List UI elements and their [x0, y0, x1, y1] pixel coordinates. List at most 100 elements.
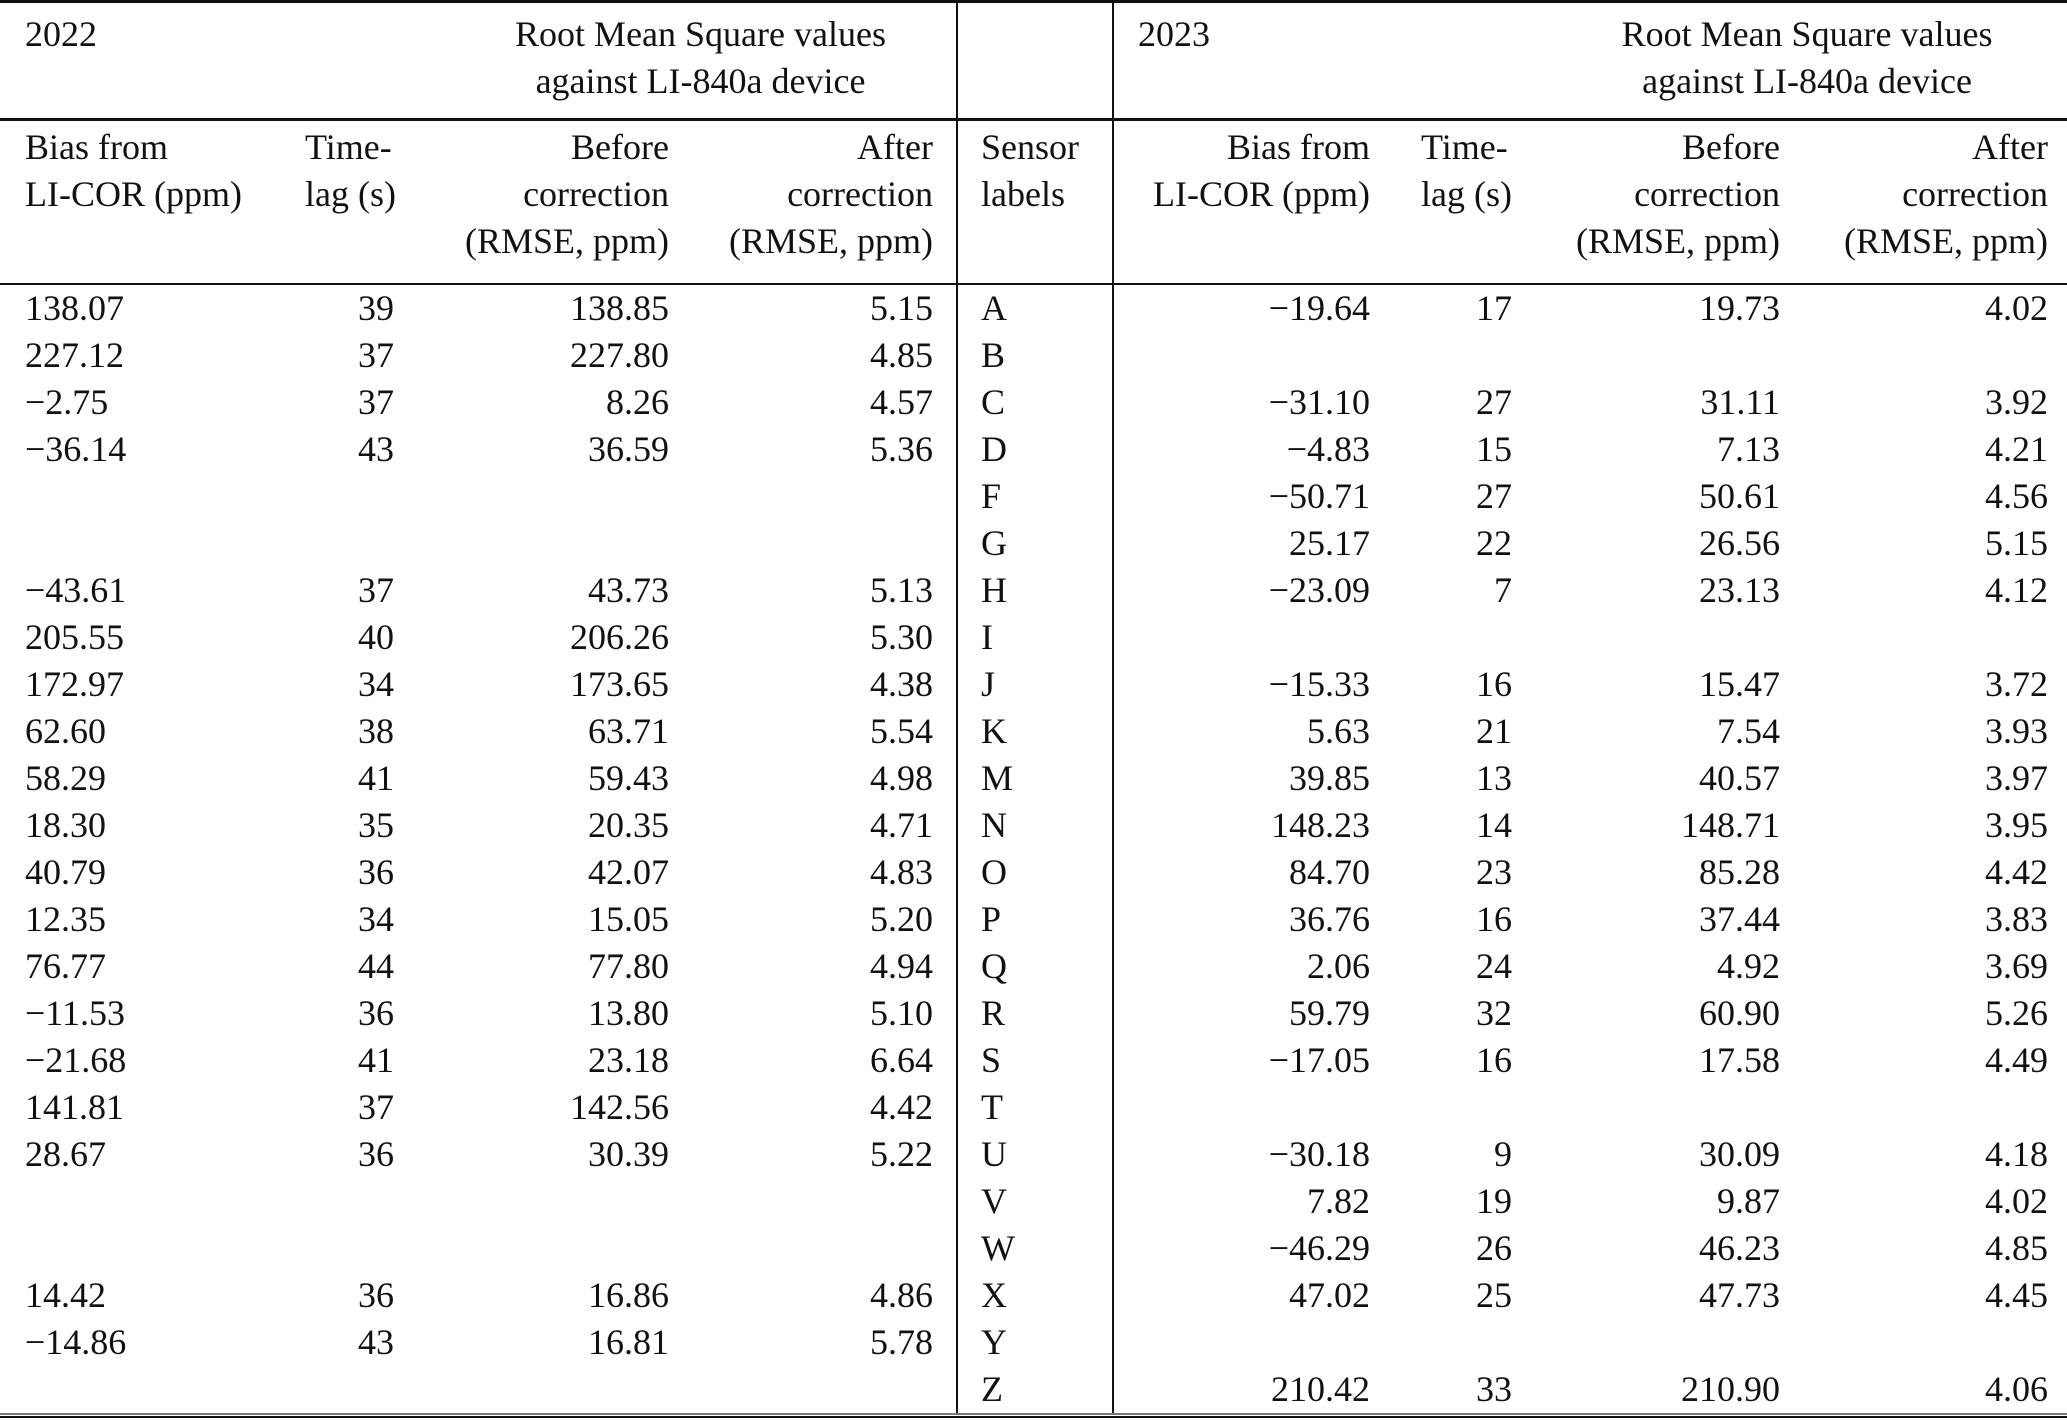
value-cell: 17 — [1476, 288, 1512, 328]
value-cell: −19.64 — [1268, 288, 1370, 328]
sensor-label-cell: R — [957, 990, 1114, 1037]
value-cell — [1547, 1084, 1792, 1131]
value-cell: 40.79 — [25, 852, 106, 892]
value-cell — [305, 520, 445, 567]
hdr-line: Bias from — [25, 126, 168, 167]
sensor-label-cell: I — [957, 614, 1114, 661]
col-header-before-left: Before correction (RMSE, ppm) — [445, 121, 680, 283]
value-cell: 62.60 — [25, 711, 106, 751]
value-cell: −30.18 — [1268, 1134, 1370, 1174]
value-cell: 36.76 — [1289, 899, 1370, 939]
value-cell: 4.02 — [1985, 288, 2048, 328]
sensor-label-cell: B — [957, 332, 1114, 379]
value-cell: 14.42 — [25, 1275, 106, 1315]
rms-title-line2: against LI-840a device — [1642, 61, 1972, 101]
value-cell: −31.10 — [1268, 382, 1370, 422]
value-cell: 43 — [358, 429, 394, 469]
value-cell: 58.29 — [25, 758, 106, 798]
sensor-label-cell: A — [957, 285, 1114, 332]
value-cell: −23.09 — [1268, 570, 1370, 610]
hdr-line: LI-COR (ppm) — [1153, 173, 1370, 214]
value-cell: 37 — [358, 382, 394, 422]
data-rows: 138.07 39 138.85 5.15 A −19.64 17 19.73 4.02 227.… — [0, 285, 2067, 1413]
value-cell: 4.92 — [1717, 946, 1780, 986]
value-cell: 44 — [358, 946, 394, 986]
data-table: 138.07 39 138.85 5.15 A −19.64 17 19.73 4.02 227.… — [0, 285, 2067, 1413]
value-cell: 4.42 — [680, 1084, 958, 1131]
value-cell: 3.83 — [1985, 899, 2048, 939]
value-cell — [1792, 1319, 2067, 1366]
value-cell: 227.80 — [570, 335, 669, 375]
value-cell: 26.56 — [1699, 523, 1780, 563]
value-cell: 41 — [358, 758, 394, 798]
table-row: 58.29 41 59.43 4.98 M 39.85 13 40.57 3.97 — [0, 755, 2067, 802]
value-cell: 23.18 — [588, 1040, 669, 1080]
value-cell: 47.02 — [1289, 1275, 1370, 1315]
table-row: 227.12 37 227.80 4.85 B — [0, 332, 2067, 379]
value-cell — [305, 1225, 445, 1272]
value-cell: 24 — [1476, 946, 1512, 986]
value-cell: 4.21 — [1985, 429, 2048, 469]
value-cell: 4.94 — [680, 943, 958, 990]
value-cell: 27 — [1476, 476, 1512, 516]
sensor-label-cell: Y — [957, 1319, 1114, 1366]
value-cell: 3.93 — [1985, 711, 2048, 751]
col-header-before-right: Before correction (RMSE, ppm) — [1547, 121, 1792, 283]
value-cell: 227.12 — [25, 335, 124, 375]
sensor-label-cell: O — [957, 849, 1114, 896]
bottom-rule-gap — [0, 1414, 2067, 1416]
sensor-label-cell: G — [957, 520, 1114, 567]
value-cell: 33 — [1476, 1369, 1512, 1409]
value-cell: 26 — [1476, 1228, 1512, 1268]
value-cell: 36 — [358, 993, 394, 1033]
table-row: 76.77 44 77.80 4.94 Q 2.06 24 4.92 3.69 — [0, 943, 2067, 990]
value-cell — [1113, 614, 1382, 661]
value-cell: 5.63 — [1307, 711, 1370, 751]
spacer-cell — [1382, 3, 1547, 118]
value-cell: 41 — [358, 1040, 394, 1080]
value-cell: 3.95 — [1985, 805, 2048, 845]
value-cell: −46.29 — [1268, 1228, 1370, 1268]
value-cell: 46.23 — [1699, 1228, 1780, 1268]
value-cell: 21 — [1476, 711, 1512, 751]
hdr-line: (RMSE, ppm) — [1575, 220, 1780, 261]
value-cell: 210.90 — [1681, 1369, 1780, 1409]
value-cell: 5.54 — [680, 708, 958, 755]
value-cell: −21.68 — [25, 1040, 127, 1080]
table-row: F −50.71 27 50.61 4.56 — [0, 473, 2067, 520]
value-cell: 5.13 — [680, 567, 958, 614]
value-cell: 76.77 — [25, 946, 106, 986]
value-cell — [445, 1366, 680, 1413]
value-cell: 4.45 — [1985, 1275, 2048, 1315]
value-cell: 15 — [1476, 429, 1512, 469]
hdr-line: correction — [787, 173, 933, 214]
value-cell — [680, 473, 958, 520]
top-rule — [0, 0, 2067, 3]
sensor-label-cell: Z — [957, 1366, 1114, 1413]
value-cell: 27 — [1476, 382, 1512, 422]
value-cell: 4.85 — [680, 332, 958, 379]
value-cell — [1792, 1084, 2067, 1131]
value-cell: 7 — [1494, 570, 1512, 610]
value-cell: 4.18 — [1985, 1134, 2048, 1174]
value-cell: 40.57 — [1699, 758, 1780, 798]
col-header-after-left: After correction (RMSE, ppm) — [680, 120, 958, 283]
value-cell — [1382, 332, 1547, 379]
sensor-label-cell: F — [957, 473, 1114, 520]
value-cell: 205.55 — [25, 617, 124, 657]
value-cell: 4.86 — [680, 1272, 958, 1319]
value-cell: 4.56 — [1985, 476, 2048, 516]
hdr-line: correction — [1902, 173, 2048, 214]
table-row: G 25.17 22 26.56 5.15 — [0, 520, 2067, 567]
value-cell: 7.54 — [1717, 711, 1780, 751]
value-cell: 2.06 — [1307, 946, 1370, 986]
sensor-label-cell: N — [957, 802, 1114, 849]
hdr-line: Bias from — [1227, 126, 1370, 167]
value-cell: 3.72 — [1985, 664, 2048, 704]
value-cell — [1547, 1319, 1792, 1366]
value-cell: 16.86 — [588, 1275, 669, 1315]
value-cell: 25 — [1476, 1275, 1512, 1315]
value-cell: 7.13 — [1717, 429, 1780, 469]
value-cell — [1792, 614, 2067, 661]
